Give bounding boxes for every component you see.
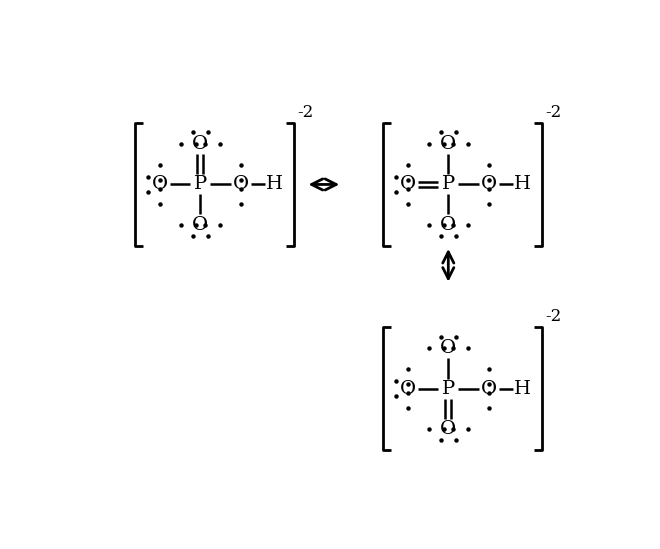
Text: H: H — [514, 176, 531, 193]
Text: O: O — [232, 176, 249, 193]
Text: H: H — [514, 379, 531, 397]
Text: O: O — [152, 176, 168, 193]
Text: O: O — [400, 379, 416, 397]
Text: P: P — [193, 176, 207, 193]
Text: O: O — [440, 339, 456, 357]
Text: -2: -2 — [298, 104, 314, 121]
Text: H: H — [267, 176, 283, 193]
Text: O: O — [440, 136, 456, 153]
Text: O: O — [192, 216, 209, 233]
Text: O: O — [480, 176, 497, 193]
Text: P: P — [442, 379, 455, 397]
Text: O: O — [480, 379, 497, 397]
Text: O: O — [440, 216, 456, 233]
Text: O: O — [440, 419, 456, 438]
Text: O: O — [192, 136, 209, 153]
Text: -2: -2 — [545, 104, 562, 121]
Text: O: O — [400, 176, 416, 193]
Text: -2: -2 — [545, 309, 562, 326]
Text: P: P — [442, 176, 455, 193]
